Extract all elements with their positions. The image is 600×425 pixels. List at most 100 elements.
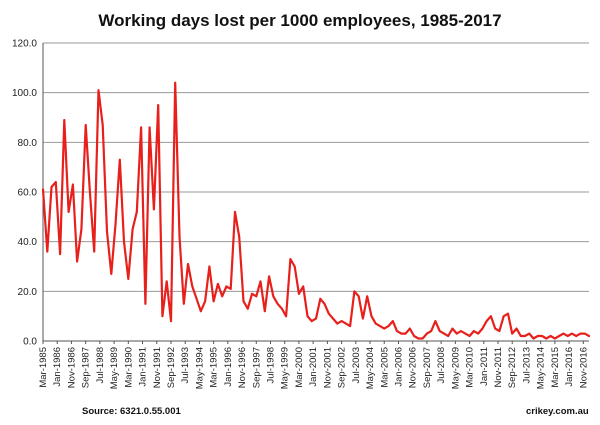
x-tick-label: Nov-1991 bbox=[152, 347, 163, 388]
x-tick-label: Mar-2015 bbox=[550, 347, 561, 388]
series-layer bbox=[41, 81, 591, 340]
data-point bbox=[93, 250, 96, 253]
data-point bbox=[468, 335, 471, 337]
data-point bbox=[225, 285, 228, 288]
axes bbox=[42, 43, 584, 344]
data-point bbox=[174, 81, 177, 84]
x-tick-label: Sep-2002 bbox=[337, 347, 348, 388]
y-tick-label: 120.0 bbox=[12, 39, 37, 50]
x-tick-label: Jul-2013 bbox=[521, 347, 532, 383]
data-point bbox=[144, 302, 147, 305]
data-point bbox=[396, 330, 398, 332]
data-point bbox=[515, 327, 518, 330]
data-point bbox=[430, 330, 433, 332]
data-point bbox=[118, 158, 121, 161]
data-point bbox=[528, 332, 531, 335]
y-tick-label: 100.0 bbox=[12, 88, 37, 99]
data-point bbox=[426, 332, 428, 335]
y-axis-tick-labels: 0.0 20.0 40.0 60.0 80.0 100.0 120.0 bbox=[12, 39, 37, 348]
data-point bbox=[464, 332, 467, 335]
data-point bbox=[272, 295, 275, 298]
data-point bbox=[579, 332, 582, 335]
data-point bbox=[490, 315, 492, 318]
y-tick-label: 20.0 bbox=[18, 287, 38, 298]
data-point bbox=[178, 235, 181, 238]
data-point bbox=[562, 332, 565, 335]
data-point bbox=[413, 335, 415, 337]
data-point bbox=[80, 228, 83, 231]
data-point bbox=[106, 230, 108, 233]
x-tick-label: Mar-1985 bbox=[38, 347, 49, 388]
data-point bbox=[519, 335, 522, 337]
data-point bbox=[327, 312, 330, 315]
x-tick-label: Sep-1992 bbox=[166, 347, 177, 388]
data-point bbox=[379, 325, 381, 327]
data-point bbox=[263, 310, 266, 313]
data-point bbox=[127, 278, 130, 280]
data-point bbox=[276, 302, 279, 305]
data-point bbox=[131, 228, 134, 231]
series-line bbox=[41, 81, 591, 340]
data-point bbox=[195, 297, 198, 300]
data-point bbox=[345, 322, 347, 325]
x-tick-label: Nov-1986 bbox=[66, 347, 77, 388]
data-point bbox=[135, 211, 138, 213]
x-tick-label: Nov-2006 bbox=[408, 347, 419, 388]
data-point bbox=[511, 332, 514, 335]
data-point bbox=[46, 250, 49, 253]
x-tick-label: Jul-1988 bbox=[95, 347, 106, 383]
y-tick-label: 40.0 bbox=[18, 237, 38, 248]
data-point bbox=[157, 104, 160, 106]
data-point bbox=[357, 295, 360, 298]
data-point bbox=[323, 302, 326, 305]
data-point bbox=[374, 322, 377, 325]
data-point bbox=[566, 335, 569, 337]
data-point bbox=[571, 332, 573, 335]
data-point bbox=[42, 188, 44, 191]
data-point bbox=[208, 265, 211, 268]
data-point bbox=[349, 325, 351, 327]
x-tick-label: Sep-2012 bbox=[507, 347, 518, 388]
x-tick-label: Jan-2011 bbox=[479, 347, 490, 386]
data-point bbox=[221, 295, 224, 298]
data-point bbox=[59, 253, 61, 256]
data-point bbox=[285, 315, 287, 318]
data-point bbox=[110, 273, 113, 275]
data-point bbox=[481, 327, 484, 330]
data-point bbox=[362, 317, 364, 320]
data-point bbox=[268, 275, 270, 278]
data-point bbox=[123, 240, 125, 243]
x-tick-label: Sep-2007 bbox=[422, 347, 433, 388]
x-tick-label: May-1999 bbox=[280, 347, 291, 389]
data-point bbox=[76, 260, 78, 263]
data-point bbox=[404, 332, 407, 335]
data-point bbox=[387, 325, 390, 327]
data-point bbox=[541, 335, 543, 337]
y-tick-label: 60.0 bbox=[18, 188, 38, 199]
x-tick-label: Jan-1991 bbox=[138, 347, 149, 387]
data-point bbox=[353, 290, 356, 293]
data-point bbox=[84, 124, 87, 126]
site-credit: crikey.com.au bbox=[526, 406, 589, 417]
x-tick-label: May-1989 bbox=[109, 347, 120, 389]
data-point bbox=[89, 191, 91, 193]
data-point bbox=[370, 315, 373, 318]
data-point bbox=[67, 211, 70, 213]
x-tick-label: Nov-2011 bbox=[493, 347, 504, 388]
data-point bbox=[498, 330, 501, 332]
x-tick-label: Jan-1986 bbox=[52, 347, 63, 387]
x-tick-label: Mar-2000 bbox=[294, 347, 305, 388]
data-point bbox=[400, 332, 403, 335]
x-tick-label: May-1994 bbox=[194, 347, 205, 389]
x-tick-label: Jul-2003 bbox=[351, 347, 362, 383]
data-point bbox=[229, 288, 232, 290]
x-tick-label: Jan-2001 bbox=[308, 347, 319, 387]
data-point bbox=[204, 300, 207, 303]
data-point bbox=[153, 208, 155, 211]
data-point bbox=[583, 332, 586, 335]
data-point bbox=[536, 335, 539, 337]
data-point bbox=[281, 307, 283, 310]
x-tick-label: May-2014 bbox=[536, 347, 547, 389]
